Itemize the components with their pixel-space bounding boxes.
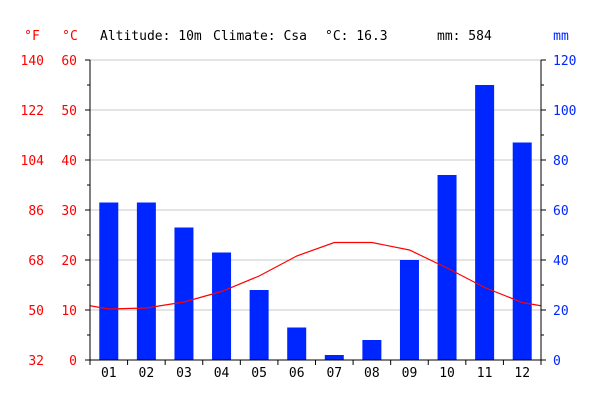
mm-tick-label-80: 80 [553,154,569,169]
fahrenheit-tick-label-86: 86 [28,204,44,219]
fahrenheit-tick-label-140: 140 [21,54,44,69]
fahrenheit-tick-label-104: 104 [21,154,45,169]
mm-tick-label-60: 60 [553,204,569,219]
month-label-11: 11 [477,366,493,381]
precipitation-bar-01 [99,202,119,360]
fahrenheit-unit-label: °F [24,29,40,44]
precipitation-bars [99,85,532,360]
month-label-05: 05 [251,366,267,381]
precipitation-bar-04 [212,252,232,360]
precipitation-bar-03 [174,227,194,360]
mm-tick-label-100: 100 [553,104,576,119]
month-label-02: 02 [139,366,155,381]
mm-tick-label-0: 0 [553,354,561,369]
celsius-tick-label-20: 20 [61,254,77,269]
axes [85,59,546,365]
month-label-09: 09 [402,366,418,381]
month-label-01: 01 [101,366,117,381]
climate-label: Climate: Csa [213,29,307,44]
mm-tick-label-40: 40 [553,254,569,269]
precipitation-bar-11 [475,85,495,360]
month-label-06: 06 [289,366,305,381]
month-label-03: 03 [176,366,192,381]
precipitation-bar-12 [512,142,532,360]
month-label-07: 07 [326,366,342,381]
average-temperature-label: °C: 16.3 [325,29,388,44]
precipitation-bar-06 [287,327,307,360]
fahrenheit-tick-label-50: 50 [28,304,44,319]
precipitation-bar-07 [324,355,344,360]
tick-labels: 0102030405060325068861041221400204060801… [21,54,577,381]
month-label-12: 12 [514,366,530,381]
celsius-tick-label-0: 0 [69,354,77,369]
celsius-tick-label-50: 50 [61,104,77,119]
mm-tick-label-20: 20 [553,304,569,319]
precipitation-bar-09 [399,260,419,360]
precipitation-bar-02 [136,202,156,360]
celsius-tick-label-40: 40 [61,154,77,169]
mm-unit-label: mm [553,29,569,44]
altitude-label: Altitude: 10m [100,29,202,44]
month-label-08: 08 [364,366,380,381]
celsius-unit-label: °C [62,29,78,44]
fahrenheit-tick-label-32: 32 [28,354,44,369]
fahrenheit-tick-label-122: 122 [21,104,44,119]
celsius-tick-label-60: 60 [61,54,77,69]
temperature-line-group [89,241,542,310]
month-label-10: 10 [439,366,455,381]
precipitation-bar-05 [249,290,269,360]
celsius-tick-label-30: 30 [61,204,77,219]
fahrenheit-tick-label-68: 68 [28,254,44,269]
celsius-tick-label-10: 10 [61,304,77,319]
month-label-04: 04 [214,366,230,381]
total-precipitation-label: mm: 584 [437,29,492,44]
mm-tick-label-120: 120 [553,54,576,69]
precipitation-bar-08 [362,340,382,360]
grid-lines [90,59,541,311]
temperature-line [89,241,542,310]
